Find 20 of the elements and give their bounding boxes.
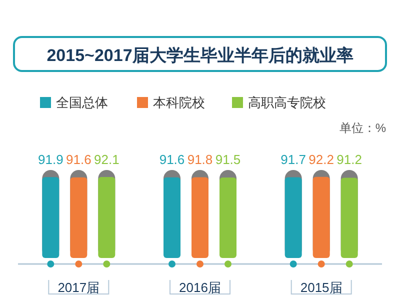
text: 单位：% xyxy=(339,121,386,135)
legend-label: 本科院校 xyxy=(153,95,205,110)
data-label: 91.6 xyxy=(159,152,185,167)
legend-label: 高职高专院校 xyxy=(248,95,326,110)
legend-item: 高职高专院校 xyxy=(232,95,326,110)
legend-item: 全国总体 xyxy=(40,95,108,110)
data-label: 91.2 xyxy=(336,152,362,167)
x-tick-label: 2016届 xyxy=(179,280,221,295)
data-label: 91.6 xyxy=(66,152,92,167)
legend-item: 本科院校 xyxy=(137,95,205,110)
legend-label: 全国总体 xyxy=(56,95,108,110)
chart-title: 2015~2017届大学生毕业半年后的就业率 xyxy=(46,46,354,65)
data-label: 92.1 xyxy=(94,152,120,167)
data-label: 91.8 xyxy=(187,152,213,167)
data-label: 91.7 xyxy=(280,152,306,167)
data-label: 92.2 xyxy=(308,152,334,167)
x-tick-label: 2015届 xyxy=(300,280,342,295)
x-tick-label: 2017届 xyxy=(58,280,100,295)
data-label: 91.9 xyxy=(38,152,64,167)
data-label: 91.5 xyxy=(215,152,241,167)
